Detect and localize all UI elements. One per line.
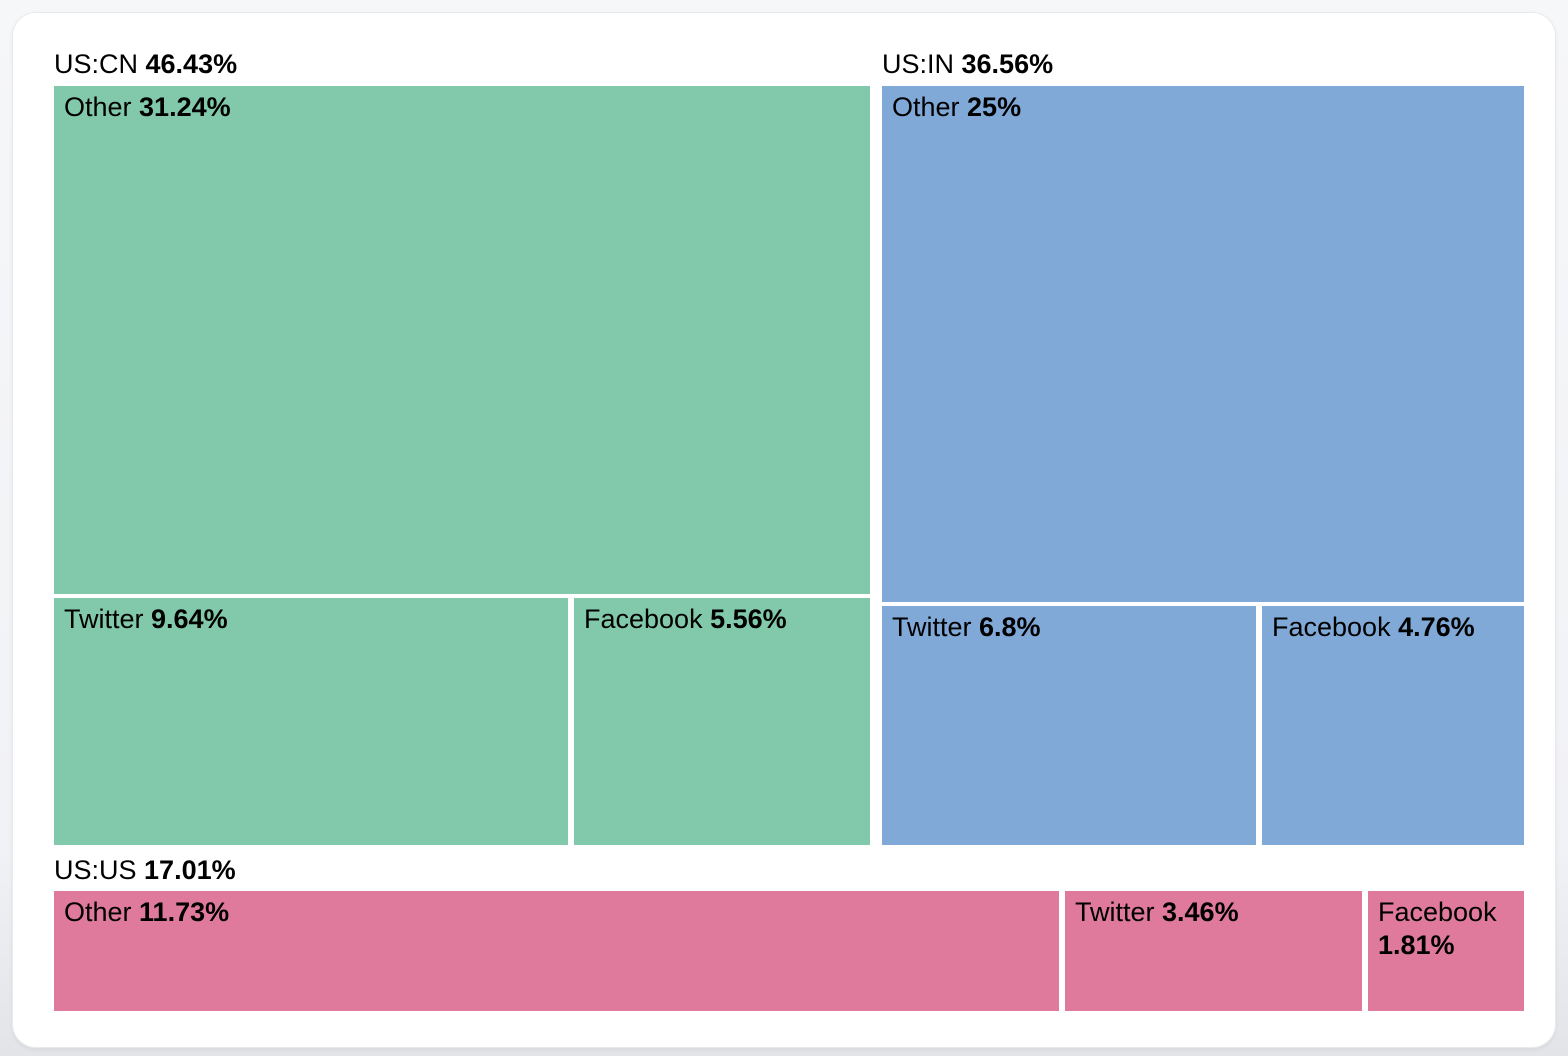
node-value-us-cn: 46.43% (145, 49, 238, 79)
treemap-group-header-us-us: US:US 17.01% (54, 853, 236, 887)
node-label-us-in-other: Other (892, 92, 968, 122)
node-value-us-us-facebook: 1.81% (1378, 930, 1455, 960)
node-label-us-cn-twitter: Twitter (64, 604, 152, 634)
treemap-cell-us-in-other[interactable]: Other 25% (882, 86, 1524, 602)
node-value-us-us-other: 11.73% (139, 897, 230, 927)
treemap-cell-us-us-other[interactable]: Other 11.73% (54, 891, 1059, 1011)
treemap-cell-us-us-twitter[interactable]: Twitter 3.46% (1065, 891, 1362, 1011)
node-value-us-cn-other: 31.24% (139, 92, 231, 122)
node-label-us-cn-other: Other (64, 92, 140, 122)
node-label-us-us-other: Other (64, 897, 140, 927)
treemap-cell-us-us-facebook[interactable]: Facebook 1.81% (1368, 891, 1524, 1011)
node-label-us-in-twitter: Twitter (892, 612, 980, 642)
node-value-us-in-facebook: 4.76% (1398, 612, 1475, 642)
node-value-us-in-twitter: 6.8% (979, 612, 1041, 642)
node-label-us-cn-facebook: Facebook (584, 604, 711, 634)
treemap-cell-us-in-twitter[interactable]: Twitter 6.8% (882, 606, 1256, 845)
treemap-chart-card: US:CN 46.43% Other 31.24% Twitter 9.64% Fac… (12, 12, 1556, 1048)
node-value-us-in-other: 25% (967, 92, 1022, 122)
node-label-us-in-facebook: Facebook (1272, 612, 1399, 642)
node-value-us-cn-facebook: 5.56% (710, 604, 787, 634)
treemap-group-header-us-cn: US:CN 46.43% (54, 47, 237, 81)
treemap-group-header-us-in: US:IN 36.56% (882, 47, 1053, 81)
node-value-us-in: 36.56% (961, 49, 1054, 79)
node-label-us-in: US:IN (882, 49, 962, 79)
node-value-us-us: 17.01% (144, 855, 236, 885)
node-value-us-cn-twitter: 9.64% (151, 604, 228, 634)
node-label-us-cn: US:CN (54, 49, 146, 79)
node-label-us-us: US:US (54, 855, 145, 885)
treemap-cell-us-in-facebook[interactable]: Facebook 4.76% (1262, 606, 1524, 845)
node-label-us-us-twitter: Twitter (1075, 897, 1163, 927)
treemap-cell-us-cn-facebook[interactable]: Facebook 5.56% (574, 598, 870, 845)
treemap-cell-us-cn-twitter[interactable]: Twitter 9.64% (54, 598, 568, 845)
node-value-us-us-twitter: 3.46% (1162, 897, 1239, 927)
treemap-cell-us-cn-other[interactable]: Other 31.24% (54, 86, 870, 594)
node-label-us-us-facebook: Facebook (1378, 897, 1497, 927)
